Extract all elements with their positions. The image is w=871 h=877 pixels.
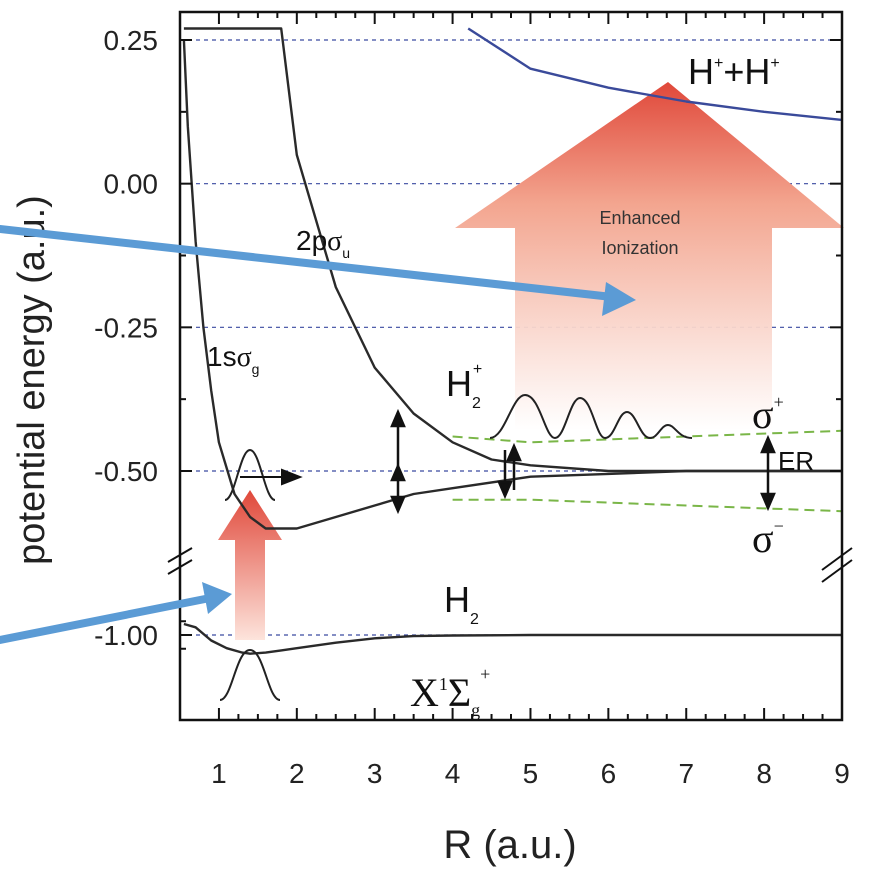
x-tick-label: 5	[523, 758, 539, 789]
annotations: H++H+ 2pσu 1sσg H2+ σ+ ER σ− H2 X1Σg+	[207, 51, 814, 720]
enhanced-label-line1: Enhanced	[599, 208, 680, 228]
x-axis-title: R (a.u.)	[443, 823, 576, 867]
x-tick-label: 3	[367, 758, 383, 789]
series-line-1	[182, 39, 842, 530]
label-er: ER	[778, 446, 814, 476]
pointer-arrow-upper	[0, 225, 616, 301]
label-1ssigma-g: 1sσg	[207, 341, 259, 377]
axis-break-marks	[167, 547, 853, 583]
label-2psigma-u: 2pσu	[296, 225, 350, 261]
x-tick-label: 7	[678, 758, 694, 789]
series-line-0	[183, 27, 842, 473]
series-line-4	[467, 27, 842, 122]
excitation-arrow	[218, 490, 282, 640]
label-sigma-minus: σ−	[752, 516, 784, 561]
x-tick-label: 8	[756, 758, 772, 789]
x-tick-label: 4	[445, 758, 461, 789]
axes	[178, 10, 844, 722]
pointer-arrows	[0, 225, 636, 644]
y-axis-title: potential energy (a.u.)	[11, 195, 53, 565]
wavepacket-initial	[224, 448, 276, 501]
pointer-arrow-lower-head	[202, 582, 232, 614]
x-tick-label: 1	[211, 758, 227, 789]
pointer-arrow-upper-head	[602, 282, 636, 316]
x-tick-label: 6	[601, 758, 617, 789]
label-sigma-plus: σ+	[752, 392, 784, 437]
label-h-plus-h-plus: H++H+	[688, 51, 780, 92]
wavepackets	[219, 393, 693, 701]
enhanced-label-line2: Ionization	[601, 238, 678, 258]
tick-labels: 1 2 3 4 5 6 7 8 9 0.25 0.00 -0.25 -0.50 -1.00	[94, 25, 850, 789]
series-line-3	[452, 498, 842, 513]
y-tick-label: 0.25	[104, 25, 159, 56]
enhanced-ionization-arrow: Enhanced Ionization	[455, 82, 844, 430]
x-tick-label: 2	[289, 758, 305, 789]
y-tick-label: -0.50	[94, 456, 158, 487]
curves	[182, 27, 842, 655]
series-line-5	[183, 622, 842, 655]
coupling-arrows	[390, 408, 776, 515]
y-tick-label: -1.00	[94, 620, 158, 651]
x-tick-label: 9	[834, 758, 850, 789]
label-h2-plus: H2+	[446, 361, 482, 412]
y-tick-label: 0.00	[104, 169, 159, 200]
wavepacket-dissociating	[489, 393, 693, 440]
motion-arrow	[240, 468, 303, 486]
pointer-arrow-lower	[0, 594, 214, 644]
label-h2: H2	[444, 579, 479, 628]
label-x-state: X1Σg+	[410, 664, 490, 720]
wavepacket-ground	[219, 648, 281, 701]
y-tick-label: -0.25	[94, 312, 158, 343]
